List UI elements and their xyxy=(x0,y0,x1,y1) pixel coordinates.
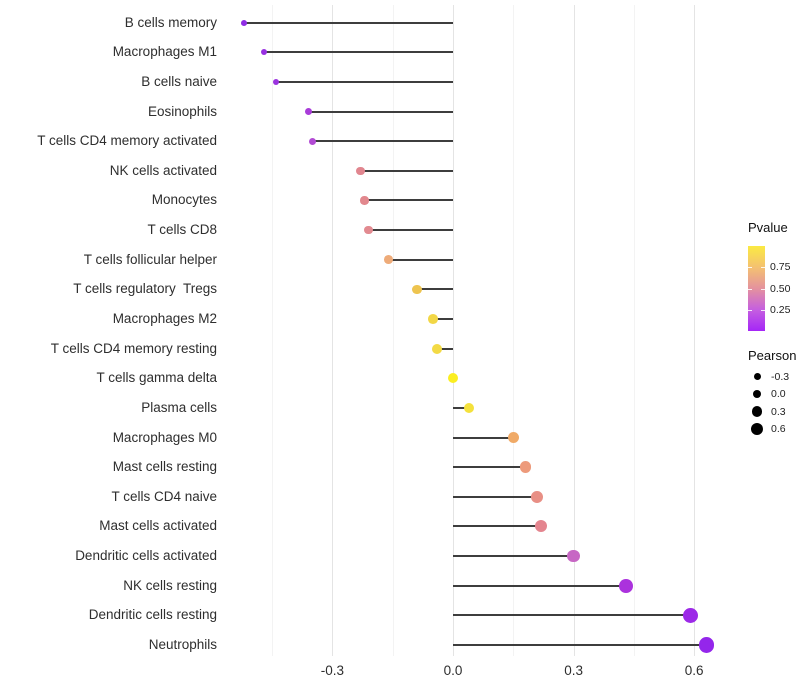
category-label: T cells CD8 xyxy=(147,222,217,238)
pearson-size-label: -0.3 xyxy=(771,370,790,383)
lollipop-dot xyxy=(241,19,247,26)
lollipop-dot xyxy=(463,402,475,414)
lollipop-stem xyxy=(453,555,574,558)
lollipop-dot xyxy=(428,314,438,324)
pearson-size-label: 0.3 xyxy=(771,405,786,418)
lollipop-dot xyxy=(682,607,698,623)
lollipop-stem xyxy=(432,318,453,320)
gridline-major xyxy=(332,5,334,656)
lollipop-stem xyxy=(453,614,691,617)
category-label: Monocytes xyxy=(151,192,217,208)
category-label: Plasma cells xyxy=(141,399,217,415)
pearson-size-dot xyxy=(753,373,761,380)
lollipop-stem xyxy=(453,584,626,587)
lollipop-stem xyxy=(436,347,453,350)
lollipop-stem xyxy=(364,199,453,202)
category-label: B cells memory xyxy=(124,14,217,30)
lollipop-dot xyxy=(364,225,373,235)
lollipop-stem xyxy=(388,258,453,261)
lollipop-dot xyxy=(304,107,312,116)
pvalue-tick-mark xyxy=(748,309,752,311)
category-label: B cells naive xyxy=(141,73,217,89)
gridline-minor xyxy=(633,5,635,656)
lollipop-stem xyxy=(453,495,538,498)
pearson-size-label: 0.6 xyxy=(771,423,786,436)
pvalue-tick-mark xyxy=(748,288,752,290)
category-label: T cells CD4 memory activated xyxy=(37,133,217,149)
lollipop-dot xyxy=(360,196,369,205)
lollipop-dot xyxy=(356,166,365,175)
category-label: Eosinophils xyxy=(147,103,217,119)
lollipop-stem xyxy=(243,21,453,24)
lollipop-dot xyxy=(384,255,394,265)
pvalue-tick-mark xyxy=(761,288,765,290)
lollipop-dot xyxy=(507,431,519,444)
lollipop-stem xyxy=(453,466,526,469)
pvalue-tick-label: 0.50 xyxy=(770,282,791,295)
lollipop-dot xyxy=(272,78,280,86)
category-label: T cells follicular helper xyxy=(83,251,217,267)
lollipop-stem xyxy=(308,110,453,113)
gridline-major xyxy=(694,5,696,656)
lollipop-stem xyxy=(453,643,707,646)
pvalue-tick-mark xyxy=(761,267,765,269)
pvalue-tick-mark xyxy=(761,309,765,311)
pearson-size-label: 0.0 xyxy=(771,388,786,401)
lollipop-dot xyxy=(618,578,633,593)
category-label: T cells regulatory Tregs xyxy=(73,281,217,297)
pvalue-tick-label: 0.75 xyxy=(770,261,791,274)
pearson-legend-title: Pearson xyxy=(748,348,797,363)
lollipop-dot xyxy=(698,637,714,653)
x-tick-label: 0.6 xyxy=(684,663,704,678)
pvalue-legend-title: Pvalue xyxy=(748,220,788,235)
lollipop-dot xyxy=(519,461,532,473)
category-label: Mast cells resting xyxy=(112,459,217,475)
gridline-major xyxy=(573,5,575,656)
category-label: NK cells resting xyxy=(123,577,217,593)
lollipop-dot xyxy=(431,343,442,354)
gridline-minor xyxy=(513,5,515,656)
category-label: Dendritic cells resting xyxy=(88,607,217,623)
pvalue-tick-mark xyxy=(748,267,752,269)
x-tick-label: -0.3 xyxy=(320,663,345,678)
lollipop-stem xyxy=(360,169,453,172)
lollipop-stem xyxy=(312,140,453,143)
lollipop-dot xyxy=(531,490,544,503)
lollipop-dot xyxy=(567,549,580,563)
category-label: Macrophages M0 xyxy=(112,429,217,445)
lollipop-dot xyxy=(535,520,548,533)
lollipop-stem xyxy=(453,406,470,409)
category-label: T cells gamma delta xyxy=(96,370,217,386)
lollipop-dot xyxy=(308,137,316,145)
lollipop-dot xyxy=(412,284,422,295)
gridline-major xyxy=(453,5,454,656)
category-label: T cells CD4 naive xyxy=(111,488,217,504)
lollipop-dot xyxy=(447,373,459,384)
category-label: Macrophages M1 xyxy=(112,44,217,60)
pvalue-tick-label: 0.25 xyxy=(770,303,791,316)
gridline-minor xyxy=(392,5,394,656)
lollipop-stem xyxy=(453,525,542,528)
category-label: Macrophages M2 xyxy=(112,311,217,326)
category-label: NK cells activated xyxy=(109,162,217,178)
gridline-minor xyxy=(272,5,274,656)
lollipop-stem xyxy=(453,436,514,439)
lollipop-stem xyxy=(368,229,453,232)
category-label: Dendritic cells activated xyxy=(75,548,217,564)
lollipop-stem xyxy=(264,51,453,54)
pearson-size-dot xyxy=(751,406,763,417)
lollipop-dot xyxy=(260,49,268,56)
pvalue-colorbar xyxy=(748,246,765,331)
x-tick-label: 0.0 xyxy=(443,663,463,678)
category-label: Neutrophils xyxy=(148,636,217,652)
category-label: Mast cells activated xyxy=(99,518,217,534)
lollipop-stem xyxy=(416,288,453,291)
pearson-size-dot xyxy=(752,389,762,399)
pearson-size-dot xyxy=(750,423,764,436)
x-tick-label: 0.3 xyxy=(564,663,583,678)
lollipop-stem xyxy=(276,80,453,83)
category-label: T cells CD4 memory resting xyxy=(50,340,217,356)
